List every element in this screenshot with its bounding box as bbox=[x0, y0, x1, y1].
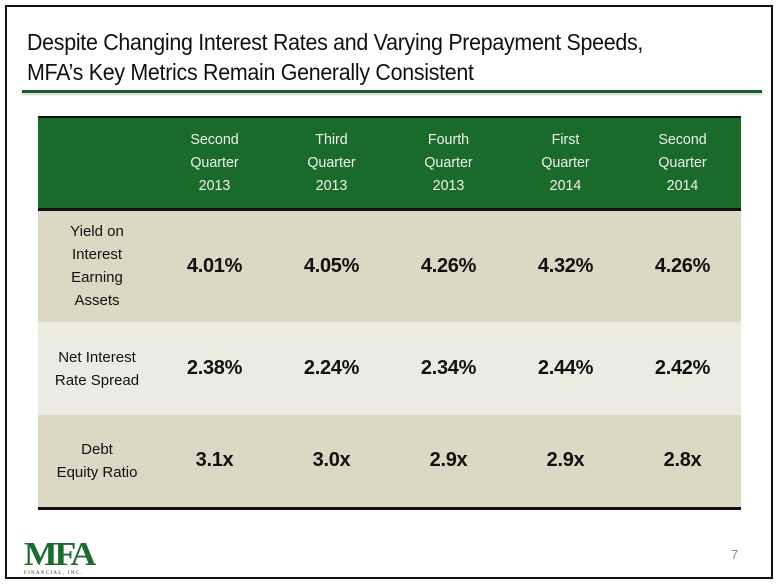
table-cell-value: 2.24% bbox=[303, 357, 360, 379]
table-cell-value: 4.26% bbox=[654, 254, 711, 277]
slide-frame bbox=[5, 5, 773, 579]
row-label-line: Yield on bbox=[70, 223, 124, 241]
title-divider bbox=[22, 90, 762, 93]
table-cell-value: 2.9x bbox=[546, 449, 585, 472]
row-label: Net Interest Rate Spread bbox=[38, 322, 156, 415]
column-header-line: Second bbox=[190, 131, 239, 149]
logo-subtitle: FINANCIAL, INC. bbox=[24, 571, 83, 576]
row-label-line: Rate Spread bbox=[54, 371, 140, 389]
table-row-yield: Yield on Interest Earning Assets 4.01% 4… bbox=[38, 209, 741, 322]
table-row-leverage: Debt Equity Ratio 3.1x 3.0x 2.9x 2.9x 2.… bbox=[38, 415, 741, 508]
column-header-line: 2013 bbox=[198, 177, 231, 195]
row-label: Yield on Interest Earning Assets bbox=[38, 209, 156, 322]
column-header: Fourth Quarter 2013 bbox=[390, 117, 507, 209]
table-header-row: Second Quarter 2013 Third Quarter 2013 F… bbox=[38, 117, 741, 209]
column-header: Second Quarter 2014 bbox=[624, 117, 741, 209]
row-label-line: Interest bbox=[71, 246, 123, 264]
company-logo: MFA FINANCIAL, INC. bbox=[24, 538, 106, 577]
column-header-line: Quarter bbox=[424, 154, 473, 172]
table-row-spread: Net Interest Rate Spread 2.38% 2.24% 2.3… bbox=[38, 322, 741, 415]
header-corner-cell bbox=[38, 117, 156, 209]
table-cell-value: 4.26% bbox=[420, 254, 477, 277]
table-cell-value: 4.05% bbox=[303, 254, 360, 277]
slide-title: Despite Changing Interest Rates and Vary… bbox=[27, 27, 697, 87]
column-header: Second Quarter 2013 bbox=[156, 117, 273, 209]
column-header-line: Third bbox=[315, 131, 348, 149]
table-cell-value: 4.32% bbox=[537, 254, 594, 277]
row-label-line: Debt bbox=[81, 440, 113, 458]
column-header-line: Quarter bbox=[307, 154, 356, 172]
column-header-line: 2013 bbox=[432, 177, 465, 195]
table-cell-value: 4.01% bbox=[186, 254, 243, 277]
column-header-line: 2014 bbox=[549, 177, 582, 195]
table-cell-value: 3.1x bbox=[195, 449, 234, 472]
column-header: Third Quarter 2013 bbox=[273, 117, 390, 209]
column-header-line: First bbox=[551, 131, 580, 149]
table-cell-value: 3.0x bbox=[312, 449, 351, 472]
column-header-line: Quarter bbox=[541, 154, 590, 172]
row-label-line: Net Interest bbox=[58, 348, 136, 366]
column-header-line: Quarter bbox=[658, 154, 707, 172]
column-header-line: 2013 bbox=[315, 177, 348, 195]
table-cell-value: 2.8x bbox=[663, 449, 702, 472]
column-header-line: 2014 bbox=[666, 177, 699, 195]
logo-mark: MFA bbox=[24, 536, 96, 573]
table-cell-value: 2.42% bbox=[654, 357, 711, 379]
slide-title-line-2: MFA’s Key Metrics Remain Generally Consi… bbox=[27, 59, 474, 85]
slide-title-line-1: Despite Changing Interest Rates and Vary… bbox=[27, 29, 644, 55]
table-cell-value: 2.9x bbox=[429, 449, 468, 472]
row-label-line: Equity Ratio bbox=[56, 463, 138, 481]
column-header-line: Second bbox=[658, 131, 707, 149]
row-label-line: Assets bbox=[74, 292, 120, 310]
table-cell-value: 2.38% bbox=[186, 357, 243, 379]
column-header-line: Fourth bbox=[427, 131, 470, 149]
column-header: First Quarter 2014 bbox=[507, 117, 624, 209]
key-metrics-table: Second Quarter 2013 Third Quarter 2013 F… bbox=[38, 116, 741, 510]
row-label: Debt Equity Ratio bbox=[38, 415, 156, 508]
column-header-line: Quarter bbox=[190, 154, 239, 172]
row-label-line: Earning bbox=[71, 269, 123, 287]
page-number: 7 bbox=[731, 547, 739, 562]
table-cell-value: 2.44% bbox=[537, 357, 594, 379]
table-cell-value: 2.34% bbox=[420, 357, 477, 379]
